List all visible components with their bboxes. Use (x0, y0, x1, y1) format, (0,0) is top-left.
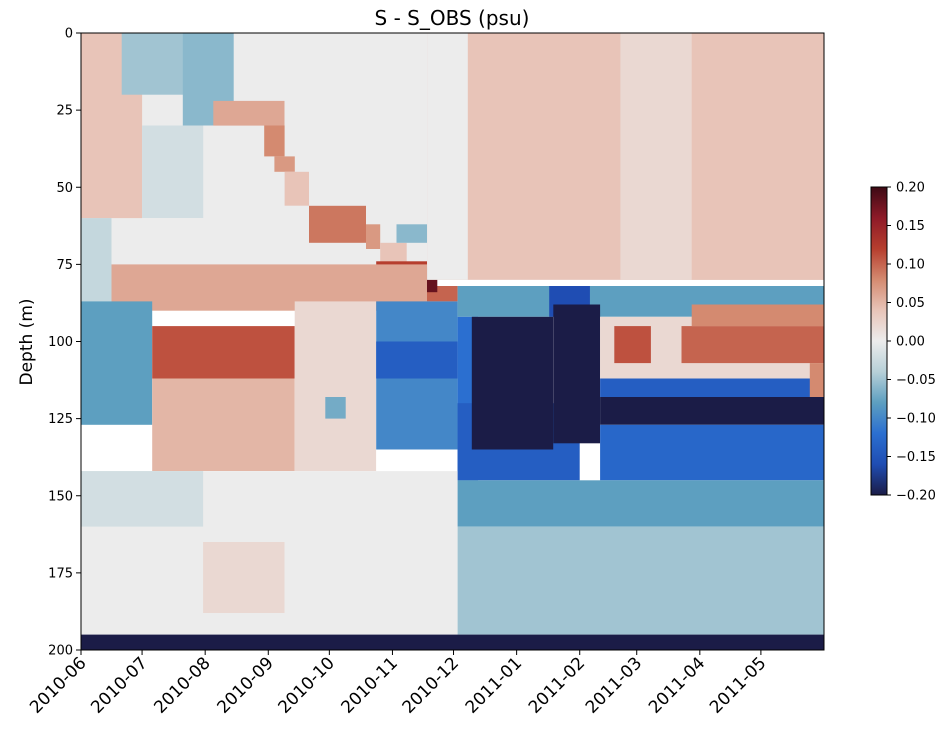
x-tick-label: 2011-04 (645, 653, 709, 717)
heatmap-cells (81, 33, 824, 650)
y-tick-label: 125 (48, 412, 73, 427)
heatmap-cell (309, 205, 366, 243)
x-axis-ticks: 2010-062010-072010-082010-092010-102010-… (26, 650, 770, 718)
y-tick-label: 100 (48, 335, 73, 350)
y-tick-label: 25 (56, 104, 73, 119)
y-tick-label: 200 (48, 644, 73, 659)
heatmap-cell (553, 304, 601, 444)
heatmap-cell (457, 480, 824, 527)
colorbar-tick-label: 0.00 (896, 335, 925, 350)
colorbar-tick-label: −0.20 (896, 489, 936, 504)
x-tick-label: 2011-05 (706, 653, 770, 717)
x-tick-label: 2010-12 (399, 653, 463, 717)
x-tick-label: 2010-08 (150, 653, 214, 717)
colorbar-ticks: 0.20 0.15 0.10 0.05 0.00 −0.05 −0.10 −0.15 −0.20 (887, 181, 936, 504)
colorbar-tick-label: −0.10 (896, 412, 936, 427)
heatmap-cell (274, 156, 295, 172)
heatmap-cell (203, 542, 285, 613)
x-tick-label: 2010-06 (26, 653, 90, 717)
y-tick-label: 175 (48, 566, 73, 581)
heatmap-cell (264, 125, 285, 157)
heatmap-cell (614, 326, 651, 364)
x-tick-label: 2011-03 (582, 653, 646, 717)
heatmap-cell (81, 301, 153, 425)
colorbar-tick-label: 0.10 (896, 258, 925, 273)
y-tick-label: 50 (56, 181, 73, 196)
heatmap-cell (681, 326, 824, 364)
heatmap-cell (809, 363, 824, 397)
colorbar-tick-label: 0.20 (896, 181, 925, 196)
y-tick-label: 75 (56, 258, 73, 273)
heatmap-cell (396, 224, 438, 243)
heatmap-cell (691, 33, 824, 280)
y-tick-label: 150 (48, 489, 73, 504)
heatmap-cell (325, 397, 346, 419)
heatmap-cell (152, 326, 295, 379)
colorbar (870, 186, 888, 496)
x-tick-label: 2010-07 (87, 653, 151, 717)
x-tick-label: 2010-09 (213, 653, 277, 717)
heatmap-cell (81, 471, 204, 527)
x-tick-label: 2011-01 (462, 653, 526, 717)
colorbar-tick-label: 0.15 (896, 219, 925, 234)
heatmap-cell (427, 33, 468, 280)
heatmap-cell (81, 218, 112, 311)
heatmap-cell (294, 301, 377, 472)
y-tick-label: 0 (65, 27, 73, 42)
heatmap-cell (366, 224, 381, 249)
heatmap-cell (600, 397, 824, 425)
heatmap-cell (142, 125, 204, 218)
x-tick-label: 2010-11 (338, 653, 402, 717)
heatmap-cell (376, 341, 458, 379)
heatmap-cell (81, 634, 824, 650)
heatmap-cell (691, 304, 824, 327)
y-axis-label: Depth (m) (17, 298, 37, 385)
heatmap-cell (284, 171, 309, 206)
colorbar-tick-label: −0.15 (896, 450, 936, 465)
heatmap-cell (457, 526, 824, 635)
chart-title: S - S_OBS (psu) (375, 6, 530, 30)
heatmap-cell (471, 316, 554, 450)
heatmap-cell (152, 378, 295, 471)
x-tick-label: 2011-02 (525, 653, 589, 717)
x-tick-label: 2010-10 (274, 653, 338, 717)
colorbar-tick-label: −0.05 (896, 373, 936, 388)
heatmap-cell (600, 378, 824, 397)
colorbar-tick-label: 0.05 (896, 296, 925, 311)
heatmap-cell (600, 424, 824, 481)
y-axis-ticks: 0 25 50 75 100 125 150 175 200 (48, 27, 81, 659)
heatmap-cell (213, 100, 285, 126)
